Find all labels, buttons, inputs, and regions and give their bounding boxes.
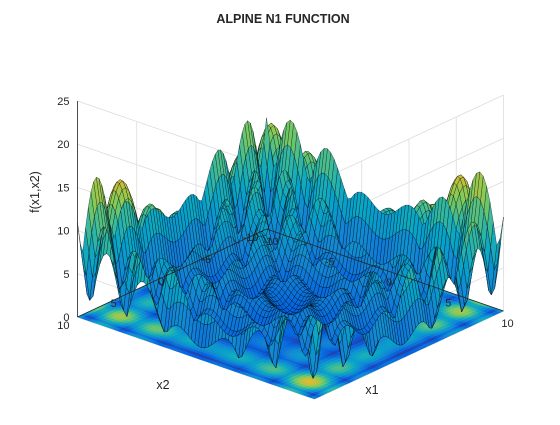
chart-svg: -10-50510-10-505100510152025 ALPINE N1 F… bbox=[0, 0, 560, 420]
figure: -10-50510-10-505100510152025 ALPINE N1 F… bbox=[0, 0, 560, 420]
